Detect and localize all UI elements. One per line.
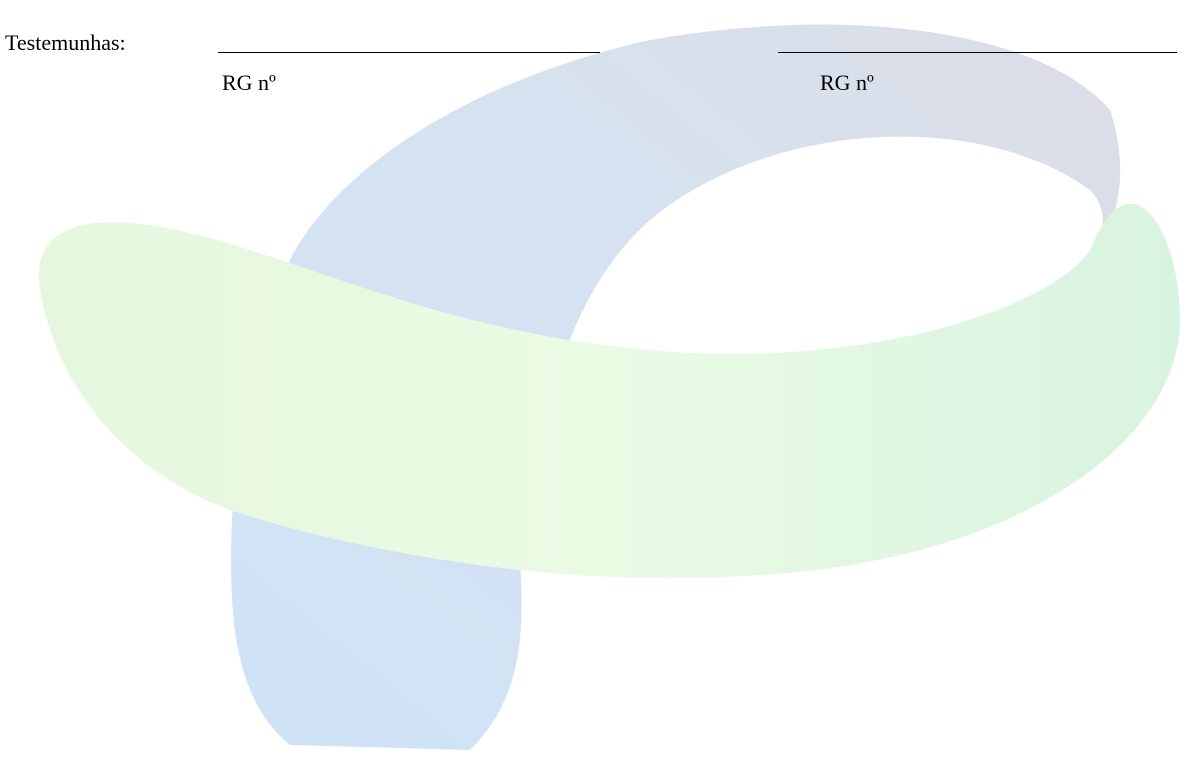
witnesses-label: Testemunhas: — [5, 30, 126, 55]
signature-line — [218, 52, 600, 53]
id-label: RG nº — [820, 70, 874, 95]
watermark-band — [38, 203, 1180, 579]
id-label: RG nº — [222, 70, 276, 95]
watermark-loop — [231, 24, 1121, 751]
signature-line — [778, 52, 1177, 53]
